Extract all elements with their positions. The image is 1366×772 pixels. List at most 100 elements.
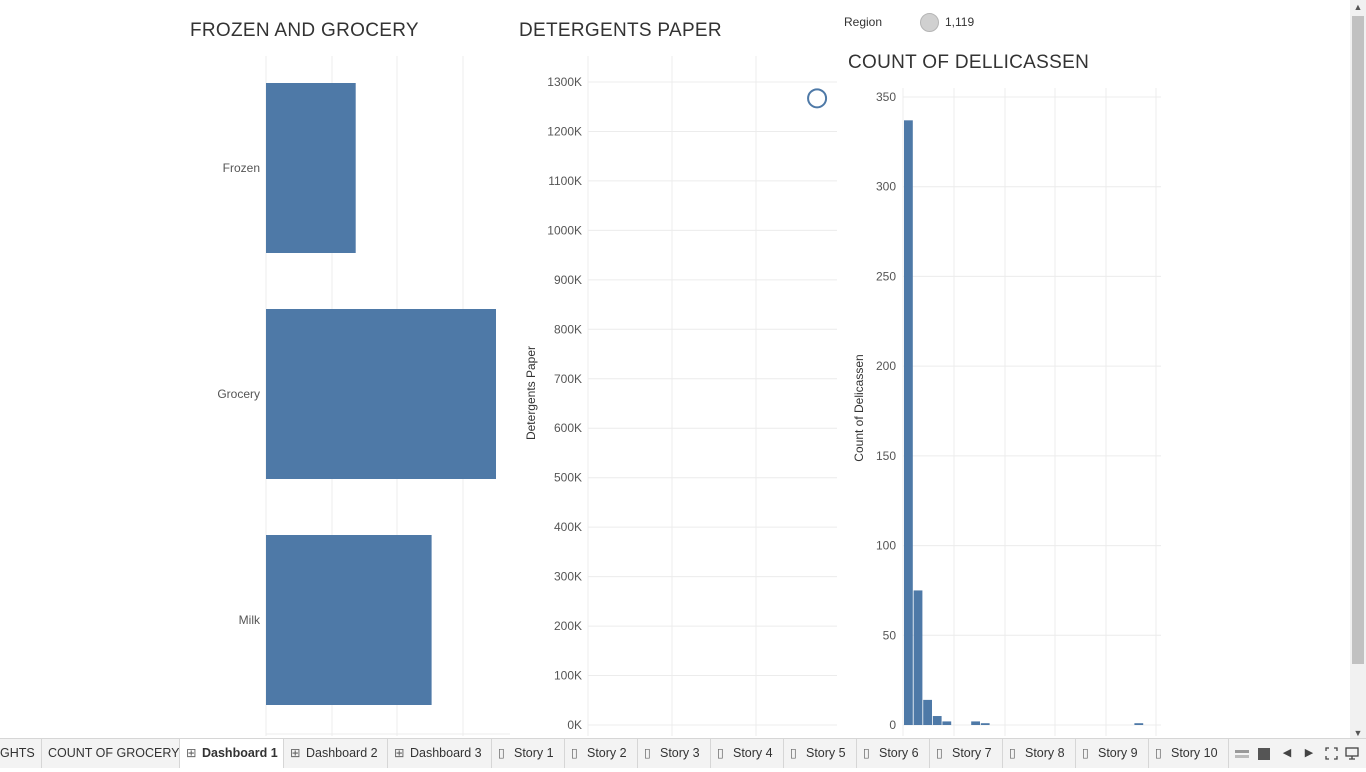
tab-label: Dashboard 3 [410,746,482,760]
y-tick-label: 350 [876,90,896,104]
y-axis-title: Count of Delicassen [852,354,866,461]
dashboard-icon: ⊞ [394,746,405,760]
story-icon: ▯ [1082,746,1089,760]
tab-story-5[interactable]: ▯ Story 5 [784,739,857,768]
tab-story-4[interactable]: ▯ Story 4 [711,739,784,768]
tab-dashboard-3[interactable]: ⊞ Dashboard 3 [388,739,492,768]
story-icon: ▯ [1009,746,1016,760]
tab-story-9[interactable]: ▯ Story 9 [1076,739,1149,768]
histogram-bar [980,723,990,725]
tab-label: Story 10 [1171,746,1218,760]
frozen-grocery-chart[interactable]: Frozen Grocery Milk [200,56,510,736]
detergents-paper-title: DETERGENTS PAPER [519,20,722,41]
story-icon: ▯ [571,746,578,760]
tab-ghts[interactable]: GHTS [0,739,42,768]
delicassen-chart[interactable]: 0 50 100 150 200 250 300 350 Count of Delicassen [845,80,1165,736]
tab-label: Story 6 [879,746,919,760]
tab-story-6[interactable]: ▯ Story 6 [857,739,930,768]
story-icon: ▯ [863,746,870,760]
histogram-bar [923,699,932,725]
scrollbar-thumb[interactable] [1352,16,1364,664]
delicassen-title: COUNT OF DELLICASSEN [848,52,1090,73]
previous-sheet-icon[interactable]: ◀ [1282,747,1292,759]
tab-story-7[interactable]: ▯ Story 7 [930,739,1003,768]
histogram-bar [942,721,952,725]
scroll-up-arrow-icon[interactable]: ▲ [1353,2,1363,12]
histogram-bar [1134,723,1144,725]
region-legend-value: 1,119 [945,15,975,29]
tab-label: Story 7 [952,746,992,760]
tab-story-1[interactable]: ▯ Story 1 [492,739,565,768]
tab-story-2[interactable]: ▯ Story 2 [565,739,638,768]
tab-story-3[interactable]: ▯ Story 3 [638,739,711,768]
tab-label: COUNT OF GROCERY [48,746,180,760]
y-tick-label: 250 [876,269,896,283]
tab-label: Story 1 [514,746,554,760]
tab-label: Story 3 [660,746,700,760]
story-icon: ▯ [498,746,505,760]
bar-milk [266,535,432,705]
histogram-bar [904,120,913,726]
y-tick-label: 400K [554,520,582,534]
bar-grocery [266,309,496,479]
y-tick-label: 50 [883,628,897,642]
grid-view-icon[interactable] [1256,739,1272,768]
y-tick-label: 700K [554,372,582,386]
tab-label: Dashboard 2 [306,746,378,760]
y-tick-label: 100 [876,539,896,553]
region-legend-label: Region [844,15,883,29]
tab-label: Story 4 [733,746,773,760]
y-tick-label: 200K [554,619,582,633]
histogram-bar [913,590,923,725]
story-icon: ▯ [717,746,724,760]
y-tick-label: 1000K [547,223,582,237]
category-label-grocery: Grocery [217,387,260,401]
scroll-down-arrow-icon[interactable]: ▼ [1353,728,1363,738]
y-tick-label: 100K [554,669,582,683]
detergents-paper-chart[interactable]: 0K 100K 200K 300K 400K 500K 600K 700K 800K 900K 10… [515,56,840,736]
y-tick-label: 500K [554,471,582,485]
story-icon: ▯ [936,746,943,760]
histogram-bar [971,721,980,725]
y-tick-label: 900K [554,273,582,287]
sheet-tab-bar: ◀ ▶ GHTS COUNT OF GROCERY ⊞ Dashboard 1 ⊞ Das… [0,738,1366,768]
tab-label: Story 8 [1025,746,1065,760]
dashboard-icon: ⊞ [290,746,301,760]
category-label-milk: Milk [239,613,261,627]
y-tick-label: 1200K [547,124,582,138]
story-icon: ▯ [1155,746,1162,760]
dashboard-icon: ⊞ [186,746,197,760]
y-tick-label: 200 [876,359,896,373]
fullscreen-icon[interactable] [1322,739,1340,768]
tab-label: Story 5 [806,746,846,760]
y-tick-label: 300 [876,180,896,194]
y-tick-label: 0 [889,718,896,732]
data-point [807,88,828,109]
story-icon: ▯ [644,746,651,760]
y-tick-label: 1100K [548,174,582,188]
tab-count-of-grocery[interactable]: COUNT OF GROCERY [42,739,180,768]
y-tick-label: 300K [554,570,582,584]
bar-frozen [266,83,356,253]
story-icon: ▯ [790,746,797,760]
tab-label: Story 2 [587,746,627,760]
region-legend-marker-icon[interactable] [920,13,939,32]
tab-story-8[interactable]: ▯ Story 8 [1003,739,1076,768]
y-tick-label: 600K [554,421,582,435]
tab-dashboard-2[interactable]: ⊞ Dashboard 2 [284,739,388,768]
tab-label: Dashboard 1 [202,746,278,760]
frozen-grocery-title: FROZEN AND GROCERY [190,20,419,41]
presentation-mode-icon[interactable] [1343,739,1361,768]
category-label-frozen: Frozen [223,161,260,175]
y-tick-label: 800K [554,322,582,336]
histogram-bar [932,716,942,725]
tab-story-10[interactable]: ▯ Story 10 [1149,739,1229,768]
y-tick-label: 150 [876,449,896,463]
tab-label: GHTS [0,746,35,760]
next-sheet-icon[interactable]: ▶ [1304,747,1314,759]
vertical-scrollbar[interactable]: ▲ ▼ [1350,0,1366,740]
y-axis-title: Detergents Paper [524,346,538,440]
y-tick-label: 1300K [547,75,582,89]
tab-dashboard-1[interactable]: ⊞ Dashboard 1 [180,739,284,768]
filmstrip-view-icon[interactable] [1233,739,1251,768]
